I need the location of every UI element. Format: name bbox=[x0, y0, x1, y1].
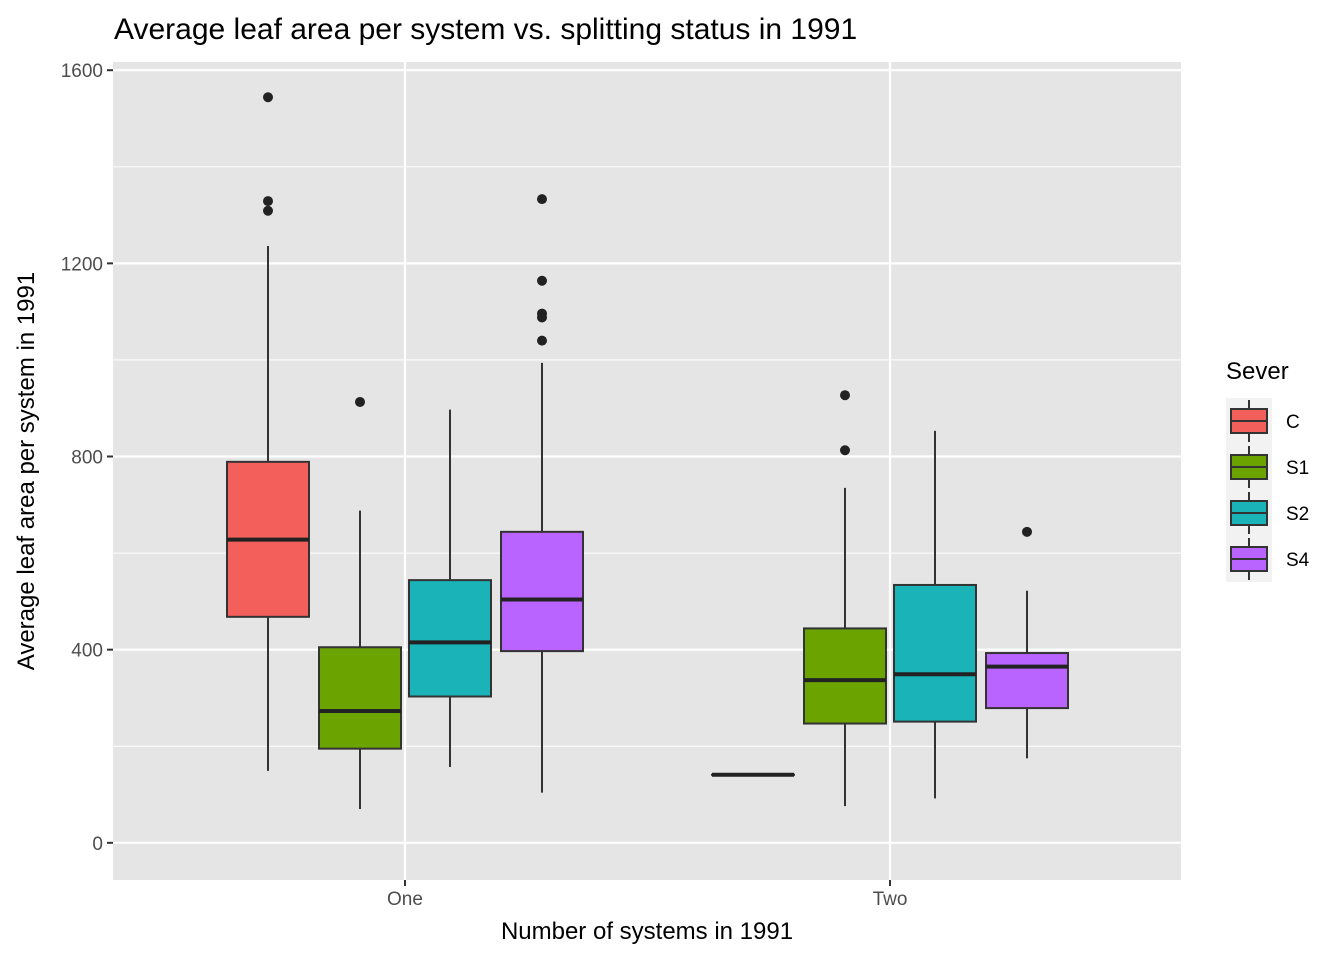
outlier-point bbox=[1022, 526, 1032, 537]
x-tick-label: One bbox=[387, 889, 423, 910]
y-axis-label: Average leaf area per system in 1991 bbox=[13, 272, 40, 670]
legend-item-s1: S1 bbox=[1226, 444, 1309, 490]
legend-item-c: C bbox=[1226, 398, 1300, 444]
x-tick-label: Two bbox=[873, 889, 908, 910]
box-S2-two bbox=[893, 430, 977, 799]
outlier-point bbox=[537, 275, 547, 286]
box-iqr bbox=[803, 627, 887, 725]
y-tick-label: 800 bbox=[71, 448, 103, 469]
box-C-one bbox=[226, 92, 310, 771]
outlier-point bbox=[263, 196, 273, 207]
y-tick-label: 1200 bbox=[61, 254, 103, 275]
legend-item-s2: S2 bbox=[1226, 490, 1309, 536]
outlier-point bbox=[537, 194, 547, 205]
box-iqr bbox=[500, 530, 584, 653]
box-S1-two bbox=[803, 390, 887, 807]
box-iqr bbox=[893, 583, 977, 723]
legend: Sever C S1 S2 S4 bbox=[1226, 358, 1310, 582]
outlier-point bbox=[355, 396, 365, 407]
y-tick-label: 400 bbox=[71, 641, 103, 662]
legend-item-s4: S4 bbox=[1226, 536, 1310, 582]
legend-title: Sever bbox=[1226, 358, 1289, 385]
box-S2-one bbox=[408, 409, 492, 768]
y-tick-label: 1600 bbox=[61, 61, 103, 82]
legend-label: S1 bbox=[1286, 458, 1309, 479]
chart-title: Average leaf area per system vs. splitti… bbox=[114, 13, 857, 46]
outlier-point bbox=[537, 312, 547, 323]
box-S4-one bbox=[500, 194, 584, 793]
box-iqr bbox=[408, 579, 492, 698]
box-S4-two bbox=[985, 526, 1069, 759]
legend-label: S2 bbox=[1286, 504, 1309, 525]
outlier-point bbox=[263, 205, 273, 216]
outlier-point bbox=[840, 445, 850, 456]
box-iqr bbox=[318, 646, 402, 750]
outlier-point bbox=[840, 390, 850, 401]
outlier-point bbox=[263, 92, 273, 103]
y-tick-label: 0 bbox=[92, 834, 103, 855]
legend-label: C bbox=[1286, 412, 1300, 433]
outlier-point bbox=[537, 335, 547, 346]
x-axis-label: Number of systems in 1991 bbox=[501, 918, 793, 945]
legend-label: S4 bbox=[1286, 550, 1310, 571]
box-iqr bbox=[985, 652, 1069, 710]
box-S1-one bbox=[318, 396, 402, 810]
